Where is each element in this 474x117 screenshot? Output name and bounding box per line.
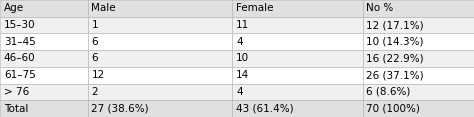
Text: 4: 4	[236, 37, 243, 47]
Text: 61–75: 61–75	[4, 70, 36, 80]
Text: 12: 12	[91, 70, 105, 80]
Bar	[88, 67, 232, 84]
Text: Age: Age	[4, 3, 24, 13]
Text: No %: No %	[366, 3, 393, 13]
Bar	[363, 50, 474, 67]
Text: 31–45: 31–45	[4, 37, 36, 47]
Bar	[363, 33, 474, 50]
Bar	[232, 33, 363, 50]
Bar	[232, 100, 363, 117]
Bar	[363, 67, 474, 84]
Text: Total: Total	[4, 104, 28, 114]
Bar	[0, 0, 88, 17]
Text: 70 (100%): 70 (100%)	[366, 104, 420, 114]
Bar	[0, 100, 88, 117]
Bar	[88, 0, 232, 17]
Bar	[232, 50, 363, 67]
Text: 16 (22.9%): 16 (22.9%)	[366, 53, 424, 64]
Text: 6: 6	[91, 37, 98, 47]
Text: 14: 14	[236, 70, 249, 80]
Text: 12 (17.1%): 12 (17.1%)	[366, 20, 424, 30]
Text: 10 (14.3%): 10 (14.3%)	[366, 37, 424, 47]
Text: Female: Female	[236, 3, 273, 13]
Text: 27 (38.6%): 27 (38.6%)	[91, 104, 149, 114]
Bar	[232, 17, 363, 33]
Bar	[0, 67, 88, 84]
Text: 15–30: 15–30	[4, 20, 36, 30]
Bar	[363, 100, 474, 117]
Bar	[88, 17, 232, 33]
Bar	[88, 100, 232, 117]
Bar	[0, 33, 88, 50]
Text: 6: 6	[91, 53, 98, 64]
Bar	[0, 84, 88, 100]
Text: 4: 4	[236, 87, 243, 97]
Text: 46–60: 46–60	[4, 53, 36, 64]
Bar	[232, 84, 363, 100]
Text: Male: Male	[91, 3, 116, 13]
Bar	[0, 50, 88, 67]
Bar	[88, 84, 232, 100]
Bar	[88, 33, 232, 50]
Text: 11: 11	[236, 20, 249, 30]
Bar	[363, 0, 474, 17]
Bar	[0, 17, 88, 33]
Text: > 76: > 76	[4, 87, 29, 97]
Text: 10: 10	[236, 53, 249, 64]
Bar	[363, 84, 474, 100]
Text: 6 (8.6%): 6 (8.6%)	[366, 87, 411, 97]
Text: 2: 2	[91, 87, 98, 97]
Bar	[232, 0, 363, 17]
Bar	[232, 67, 363, 84]
Text: 43 (61.4%): 43 (61.4%)	[236, 104, 294, 114]
Text: 26 (37.1%): 26 (37.1%)	[366, 70, 424, 80]
Bar	[363, 17, 474, 33]
Bar	[88, 50, 232, 67]
Text: 1: 1	[91, 20, 98, 30]
